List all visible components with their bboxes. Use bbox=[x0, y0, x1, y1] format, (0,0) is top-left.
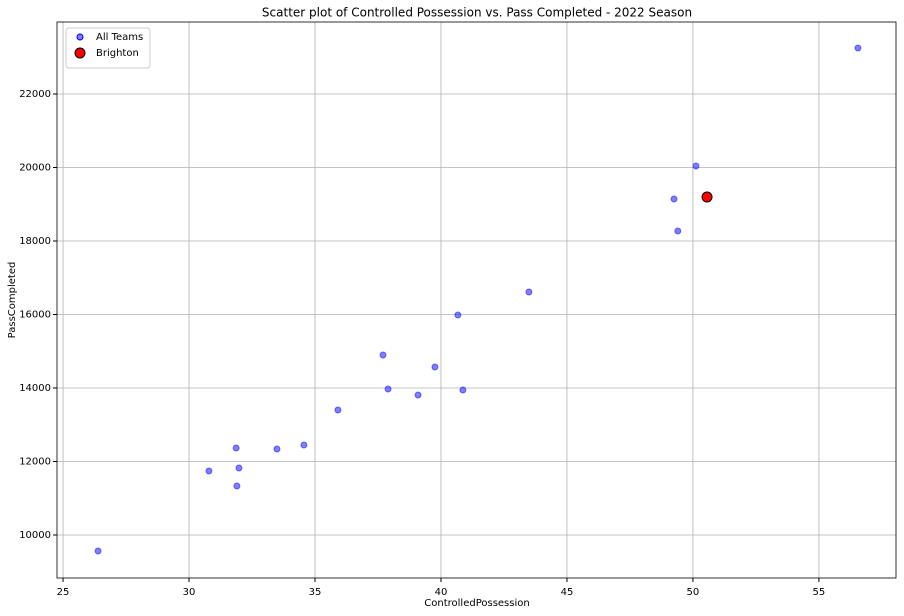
point bbox=[334, 406, 342, 414]
y-tick-label: 20000 bbox=[19, 162, 51, 173]
point bbox=[525, 288, 533, 296]
y-tick-label: 22000 bbox=[19, 89, 51, 100]
point bbox=[670, 195, 678, 203]
point bbox=[384, 385, 392, 393]
x-tick-label: 40 bbox=[435, 587, 448, 598]
x-tick-label: 45 bbox=[561, 587, 574, 598]
point bbox=[701, 191, 713, 203]
legend-box bbox=[65, 27, 151, 69]
legend-label: All Teams bbox=[96, 32, 143, 43]
legend-label: Brighton bbox=[96, 48, 139, 59]
x-tick-label: 55 bbox=[813, 587, 826, 598]
point bbox=[273, 445, 281, 453]
y-tick-label: 10000 bbox=[19, 530, 51, 541]
x-tick-label: 30 bbox=[183, 587, 196, 598]
x-axis-label: ControlledPossession bbox=[424, 598, 529, 609]
chart-title: Scatter plot of Controlled Possession vs… bbox=[262, 6, 692, 20]
x-tick-label: 25 bbox=[57, 587, 70, 598]
point bbox=[235, 464, 243, 472]
point bbox=[854, 44, 862, 52]
y-tick-label: 14000 bbox=[19, 383, 51, 394]
point bbox=[232, 444, 240, 452]
point bbox=[233, 482, 241, 490]
y-tick-label: 12000 bbox=[19, 457, 51, 468]
point bbox=[379, 351, 387, 359]
x-tick-label: 50 bbox=[687, 587, 700, 598]
y-axis-label: PassCompleted bbox=[7, 262, 18, 339]
point bbox=[692, 162, 700, 170]
y-tick-label: 16000 bbox=[19, 309, 51, 320]
point bbox=[431, 363, 439, 371]
point bbox=[205, 467, 213, 475]
point bbox=[300, 441, 308, 449]
legend-marker bbox=[76, 33, 84, 41]
x-tick-label: 35 bbox=[309, 587, 322, 598]
point bbox=[459, 386, 467, 394]
point bbox=[94, 547, 102, 555]
y-tick-label: 18000 bbox=[19, 236, 51, 247]
point bbox=[414, 391, 422, 399]
point bbox=[674, 227, 682, 235]
point bbox=[454, 311, 462, 319]
legend-marker bbox=[74, 47, 86, 59]
plot-frame bbox=[56, 21, 897, 579]
